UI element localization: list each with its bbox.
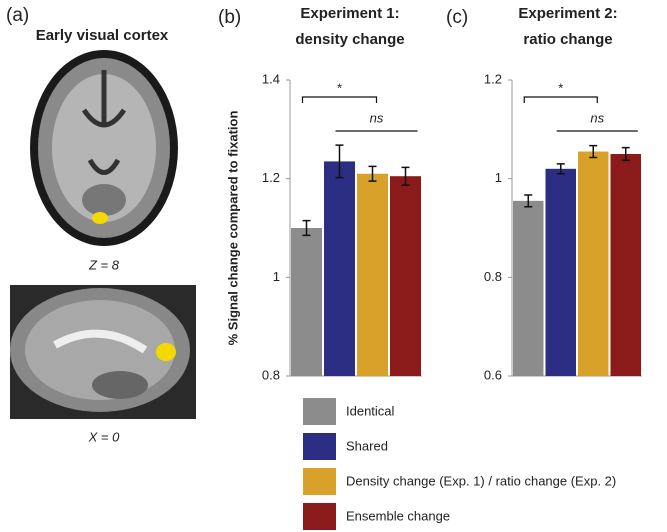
error-bar (335, 144, 344, 179)
chart-title: Experiment 1: (300, 5, 399, 22)
panel-label: (c) (446, 7, 468, 28)
significance-bracket (523, 96, 598, 103)
chart-title: ratio change (523, 31, 612, 48)
legend-swatch (303, 503, 336, 530)
bar (610, 154, 641, 376)
panel-title: Early visual cortex (36, 27, 169, 44)
sagittal-caption: X = 0 (88, 429, 120, 444)
significance-label: ns (590, 110, 604, 125)
y-axis-label: % Signal change compared to fixation (225, 111, 240, 346)
bar (390, 176, 421, 376)
error-bar (302, 219, 311, 237)
significance-bracket (301, 96, 378, 103)
legend-label: Ensemble change (346, 508, 450, 523)
legend-swatch (303, 398, 336, 425)
y-tick-label: 1.2 (262, 170, 280, 185)
sagittal-brain (10, 285, 196, 419)
significance-label: ns (370, 110, 384, 125)
axial-caption: Z = 8 (88, 257, 120, 272)
y-tick-label: 1.2 (484, 71, 502, 86)
axial-brain (30, 50, 178, 246)
legend-label: Identical (346, 403, 395, 418)
bar (291, 228, 322, 376)
significance-label: * (558, 80, 563, 95)
legend-label: Density change (Exp. 1) / ratio change (… (346, 473, 616, 488)
significance-label: * (337, 80, 342, 95)
y-tick-label: 1 (495, 170, 502, 185)
bar (578, 151, 609, 376)
chart-title: density change (295, 31, 404, 48)
error-bar (368, 165, 377, 182)
y-tick-label: 0.6 (484, 367, 502, 382)
y-tick-label: 0.8 (484, 269, 502, 284)
panel-label: (a) (6, 5, 29, 26)
chart-title: Experiment 2: (518, 5, 617, 22)
panel-label: (b) (218, 7, 241, 28)
bar (324, 161, 355, 376)
y-tick-label: 1.4 (262, 71, 280, 86)
bar (513, 200, 544, 376)
legend-swatch (303, 468, 336, 495)
bar (545, 168, 576, 376)
legend-swatch (303, 433, 336, 460)
legend-label: Shared (346, 438, 388, 453)
error-bar (621, 146, 630, 162)
bar (357, 173, 388, 376)
error-bar (401, 166, 410, 186)
error-bar (589, 144, 598, 159)
y-tick-label: 1 (273, 269, 280, 284)
error-bar (524, 194, 533, 208)
error-bar (556, 163, 565, 175)
y-tick-label: 0.8 (262, 367, 280, 382)
